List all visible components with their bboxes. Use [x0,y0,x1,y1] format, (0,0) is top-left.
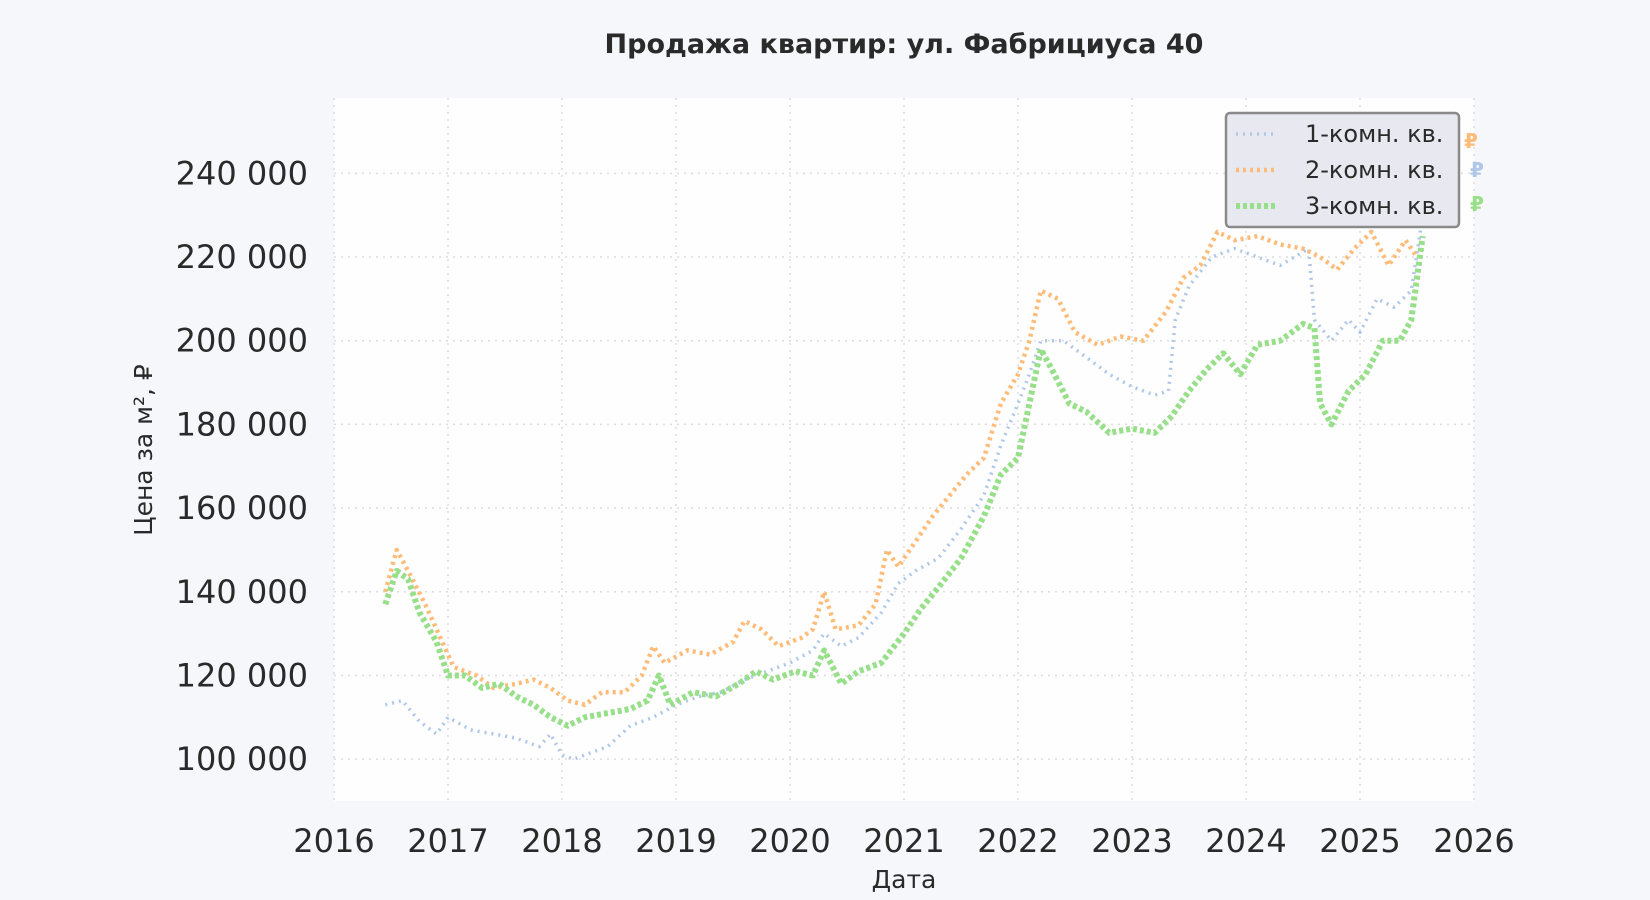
legend-label: 2-комн. кв. [1305,156,1443,184]
y-tick-label: 240 000 [176,154,308,192]
y-tick-label: 120 000 [176,656,308,694]
y-tick-label: 200 000 [176,322,308,360]
series-line-1 [384,214,1425,761]
x-tick-label: 2022 [977,822,1058,860]
y-tick-label: 100 000 [176,740,308,778]
x-tick-label: 2026 [1433,822,1514,860]
x-tick-label: 2016 [293,822,374,860]
chart-title: Продажа квартир: ул. Фабрициуса 40 [605,29,1204,60]
series-line-3 [382,235,1426,729]
x-tick-labels: 2016 2017 2018 2019 2020 2021 2022 2023 2024 2025… [293,822,1514,860]
y-tick-label: 180 000 [176,405,308,443]
end-labels: ₽ ₽ ₽ [1464,129,1484,216]
x-tick-label: 2023 [1091,822,1172,860]
series-end-label: ₽ [1470,158,1484,182]
legend-label: 1-комн. кв. [1305,120,1443,148]
legend-box [1224,111,1461,229]
x-tick-label: 2024 [1205,822,1286,860]
x-tick-label: 2020 [749,822,830,860]
y-axis-label: Цена за м², ₽ [129,364,158,536]
x-tick-label: 2019 [635,822,716,860]
y-tick-label: 220 000 [176,238,308,276]
legend-label: 3-комн. кв. [1305,192,1443,220]
y-tick-label: 160 000 [176,489,308,527]
y-tick-label: 140 000 [176,573,308,611]
grid-lines [333,98,1475,801]
series-layer [382,214,1426,761]
x-tick-label: 2017 [407,822,488,860]
y-tick-labels: 100 000 120 000 140 000 160 000 180 000 200 0… [176,154,308,778]
series-end-label: ₽ [1470,192,1484,216]
x-tick-label: 2025 [1319,822,1400,860]
x-axis-label: Дата [872,865,937,894]
x-tick-label: 2021 [863,822,944,860]
x-tick-label: 2018 [521,822,602,860]
series-line-2 [383,229,1419,708]
legend: 1-комн. кв. 2-комн. кв. 3-комн. кв. [1224,111,1461,229]
series-end-label: ₽ [1464,129,1478,153]
